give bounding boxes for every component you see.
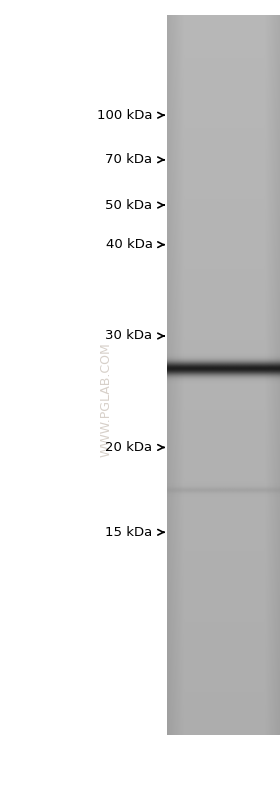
Text: 20 kDa: 20 kDa — [106, 441, 153, 454]
Text: 40 kDa: 40 kDa — [106, 238, 153, 251]
Text: WWW.PGLAB.COM: WWW.PGLAB.COM — [100, 342, 113, 457]
Text: 100 kDa: 100 kDa — [97, 109, 153, 121]
Text: 30 kDa: 30 kDa — [106, 329, 153, 343]
Text: 50 kDa: 50 kDa — [106, 199, 153, 212]
Text: 15 kDa: 15 kDa — [105, 526, 153, 539]
Text: 70 kDa: 70 kDa — [106, 153, 153, 166]
